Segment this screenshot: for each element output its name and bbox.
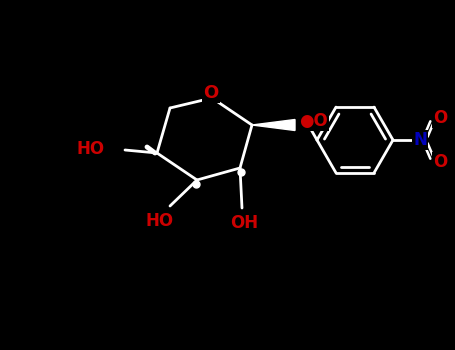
Text: HO: HO	[77, 140, 105, 158]
Text: O: O	[433, 153, 447, 171]
Text: N: N	[413, 131, 427, 149]
Text: O: O	[433, 109, 447, 127]
Text: ●O: ●O	[299, 112, 328, 130]
Text: HO: HO	[146, 212, 174, 230]
Polygon shape	[252, 119, 295, 131]
Text: O: O	[203, 84, 218, 102]
Text: OH: OH	[230, 214, 258, 232]
